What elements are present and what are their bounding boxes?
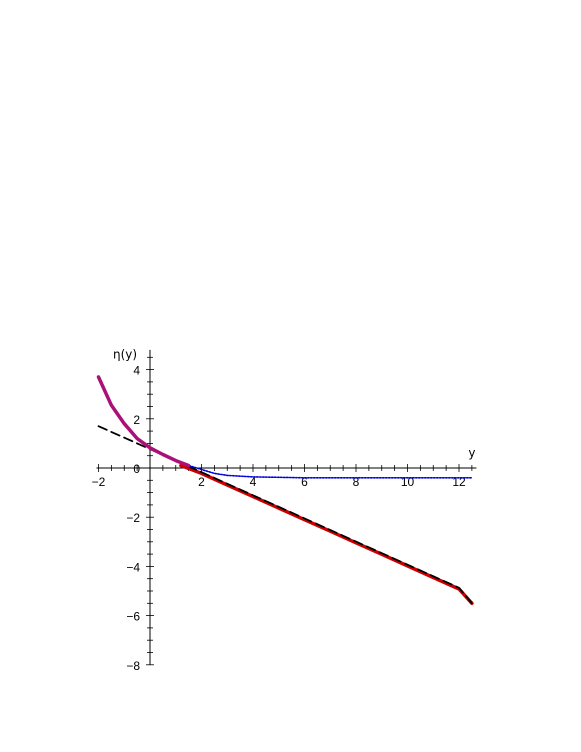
series-lines: [96, 375, 474, 606]
x-tick-label: 2: [198, 475, 205, 489]
y-axis-tick-labels: −8 −6 −4 −2 0 2 4: [126, 364, 140, 673]
series-line-4: [96, 375, 191, 468]
y-tick-label: 2: [133, 413, 140, 427]
y-tick-label: −4: [126, 560, 140, 574]
y-axis-label: η(y): [113, 347, 137, 361]
series-line-1: [179, 463, 474, 606]
y-tick-label: −8: [126, 659, 140, 673]
y-tick-label: 0: [133, 462, 140, 476]
y-tick-label: −2: [126, 511, 140, 525]
x-axis-label: y: [468, 446, 475, 460]
y-axis-ticks: [146, 356, 154, 666]
y-tick-label: −6: [126, 610, 140, 624]
x-tick-label: 8: [353, 475, 360, 489]
x-tick-label: 6: [301, 475, 308, 489]
y-tick-label: 4: [133, 364, 140, 378]
series-line-2: [97, 425, 473, 605]
series-line-3: [97, 376, 473, 479]
x-tick-label: 4: [250, 475, 257, 489]
x-tick-label: −2: [92, 475, 106, 489]
x-axis-ticks: [98, 464, 473, 472]
